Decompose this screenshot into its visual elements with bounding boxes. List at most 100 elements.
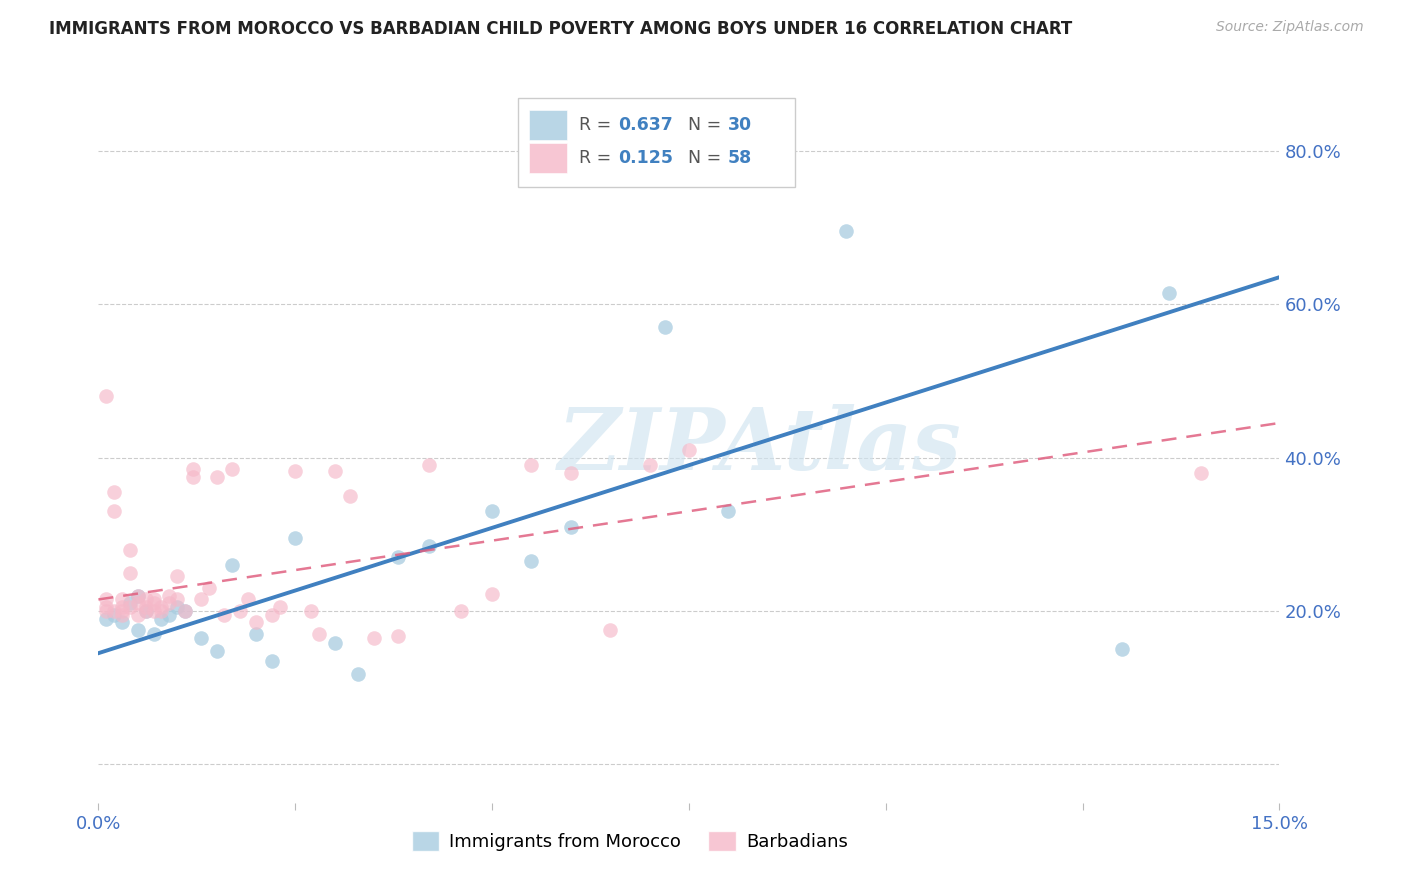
Point — [118, 566, 141, 580]
Text: Source: ZipAtlas.com: Source: ZipAtlas.com — [1216, 20, 1364, 34]
Point — [127, 596, 149, 610]
Point — [654, 320, 676, 334]
Point — [103, 604, 125, 618]
Point — [221, 558, 243, 572]
Point — [150, 600, 173, 615]
Text: R =: R = — [579, 150, 617, 168]
Point — [166, 569, 188, 583]
Point — [638, 458, 661, 473]
Point — [150, 604, 173, 618]
Point — [560, 466, 582, 480]
Point — [260, 607, 283, 622]
Point — [135, 600, 157, 615]
Point — [174, 604, 197, 618]
Point — [229, 604, 252, 618]
Point — [142, 604, 165, 618]
Point — [284, 464, 307, 478]
Point — [481, 504, 503, 518]
Point — [347, 666, 370, 681]
Point — [520, 458, 543, 473]
Point — [520, 554, 543, 568]
Text: 58: 58 — [728, 150, 752, 168]
Point — [387, 550, 409, 565]
Point — [96, 389, 118, 403]
Point — [308, 627, 330, 641]
Point — [142, 592, 165, 607]
Text: 0.125: 0.125 — [619, 150, 673, 168]
Point — [1189, 466, 1212, 480]
Point — [135, 604, 157, 618]
Point — [197, 581, 219, 595]
Point — [190, 592, 212, 607]
Point — [103, 504, 125, 518]
Text: ZIPAtlas: ZIPAtlas — [558, 404, 962, 488]
Text: 30: 30 — [728, 116, 752, 134]
Point — [103, 485, 125, 500]
Point — [717, 504, 740, 518]
Text: N =: N = — [678, 116, 727, 134]
Point — [205, 644, 228, 658]
Point — [111, 607, 134, 622]
FancyBboxPatch shape — [517, 98, 796, 187]
Point — [111, 615, 134, 630]
Point — [111, 600, 134, 615]
Point — [450, 604, 472, 618]
Point — [387, 628, 409, 642]
Point — [96, 600, 118, 615]
Point — [190, 631, 212, 645]
FancyBboxPatch shape — [530, 144, 567, 173]
Legend: Immigrants from Morocco, Barbadians: Immigrants from Morocco, Barbadians — [405, 823, 855, 858]
Text: 0.637: 0.637 — [619, 116, 673, 134]
Point — [127, 589, 149, 603]
Point — [96, 604, 118, 618]
Point — [418, 539, 440, 553]
Point — [174, 604, 197, 618]
Point — [678, 442, 700, 457]
Point — [96, 612, 118, 626]
Point — [127, 623, 149, 637]
Point — [166, 592, 188, 607]
Point — [135, 592, 157, 607]
Point — [599, 623, 621, 637]
Point — [245, 615, 267, 630]
Point — [150, 612, 173, 626]
Point — [221, 462, 243, 476]
Point — [245, 627, 267, 641]
Point — [157, 596, 180, 610]
Text: N =: N = — [678, 150, 727, 168]
Point — [299, 604, 322, 618]
Point — [142, 596, 165, 610]
Point — [96, 592, 118, 607]
Point — [339, 489, 361, 503]
Point — [111, 604, 134, 618]
Point — [260, 654, 283, 668]
Point — [166, 600, 188, 615]
Point — [135, 604, 157, 618]
Point — [835, 224, 858, 238]
Point — [111, 592, 134, 607]
Point — [118, 596, 141, 610]
Point — [157, 607, 180, 622]
Point — [205, 469, 228, 483]
Point — [103, 607, 125, 622]
Text: IMMIGRANTS FROM MOROCCO VS BARBADIAN CHILD POVERTY AMONG BOYS UNDER 16 CORRELATI: IMMIGRANTS FROM MOROCCO VS BARBADIAN CHI… — [49, 20, 1073, 37]
Point — [181, 462, 204, 476]
Point — [323, 636, 346, 650]
Point — [269, 600, 291, 615]
Point — [236, 592, 259, 607]
Point — [142, 627, 165, 641]
Point — [181, 469, 204, 483]
Point — [481, 587, 503, 601]
Point — [118, 600, 141, 615]
Point — [1159, 285, 1181, 300]
Point — [284, 531, 307, 545]
Point — [418, 458, 440, 473]
FancyBboxPatch shape — [530, 110, 567, 140]
Text: R =: R = — [579, 116, 617, 134]
Point — [323, 464, 346, 478]
Point — [127, 589, 149, 603]
Point — [363, 631, 385, 645]
Point — [127, 607, 149, 622]
Point — [560, 519, 582, 533]
Point — [118, 542, 141, 557]
